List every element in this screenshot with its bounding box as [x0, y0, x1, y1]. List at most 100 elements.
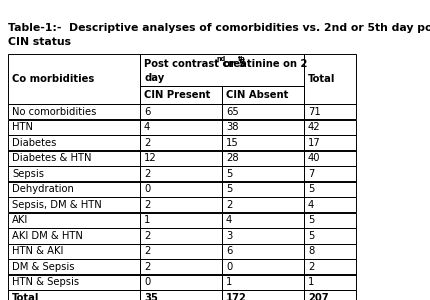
Text: 71: 71: [308, 107, 321, 117]
Text: 2: 2: [144, 200, 150, 210]
Bar: [8, 197, 140, 212]
Bar: [222, 104, 304, 119]
Text: CIN Absent: CIN Absent: [226, 90, 289, 100]
Text: Diabetes: Diabetes: [12, 138, 56, 148]
Text: Dehydration: Dehydration: [12, 184, 74, 194]
Text: 42: 42: [308, 122, 321, 132]
Text: Table-1:-  Descriptive analyses of comorbidities vs. 2nd or 5th day post contras: Table-1:- Descriptive analyses of comorb…: [8, 23, 430, 33]
Bar: [8, 104, 140, 119]
Bar: [304, 290, 356, 300]
Text: 5: 5: [308, 231, 314, 241]
Bar: [304, 166, 356, 182]
Text: Post contrast creatinine on 2: Post contrast creatinine on 2: [144, 59, 307, 69]
Text: 12: 12: [144, 153, 157, 163]
Text: 5: 5: [308, 215, 314, 225]
Text: 40: 40: [308, 153, 320, 163]
Bar: [304, 54, 356, 104]
Text: 6: 6: [144, 107, 150, 117]
Text: 2: 2: [144, 231, 150, 241]
Text: 5: 5: [226, 169, 232, 179]
Text: 6: 6: [226, 246, 232, 256]
Bar: [8, 259, 140, 274]
Text: Total: Total: [12, 293, 40, 300]
Bar: [140, 244, 222, 259]
Bar: [140, 182, 222, 197]
Text: 1: 1: [308, 277, 314, 287]
Text: 2: 2: [144, 138, 150, 148]
Bar: [140, 228, 222, 244]
Bar: [140, 119, 222, 135]
Bar: [140, 104, 222, 119]
Bar: [222, 228, 304, 244]
Text: Diabetes & HTN: Diabetes & HTN: [12, 153, 92, 163]
Text: 2: 2: [144, 262, 150, 272]
Text: 35: 35: [144, 293, 158, 300]
Bar: [8, 54, 140, 104]
Text: DM & Sepsis: DM & Sepsis: [12, 262, 74, 272]
Bar: [8, 212, 140, 228]
Bar: [8, 135, 140, 151]
Text: 65: 65: [226, 107, 239, 117]
Text: CIN Present: CIN Present: [144, 90, 210, 100]
Text: 2: 2: [144, 169, 150, 179]
Text: 4: 4: [308, 200, 314, 210]
Text: 1: 1: [226, 277, 232, 287]
Bar: [222, 274, 304, 290]
Text: 2: 2: [226, 200, 232, 210]
Text: AKI: AKI: [12, 215, 28, 225]
Bar: [304, 259, 356, 274]
Bar: [304, 151, 356, 166]
Text: day: day: [144, 73, 164, 83]
Text: HTN & AKI: HTN & AKI: [12, 246, 63, 256]
Bar: [222, 182, 304, 197]
Text: 17: 17: [308, 138, 321, 148]
Bar: [8, 182, 140, 197]
Bar: [222, 244, 304, 259]
Bar: [304, 197, 356, 212]
Text: 1: 1: [144, 215, 150, 225]
Text: CIN status: CIN status: [8, 37, 71, 47]
Text: 5: 5: [308, 184, 314, 194]
Text: Sepsis, DM & HTN: Sepsis, DM & HTN: [12, 200, 102, 210]
Bar: [222, 135, 304, 151]
Text: Total: Total: [308, 74, 335, 84]
Bar: [222, 166, 304, 182]
Bar: [304, 212, 356, 228]
Text: HTN & Sepsis: HTN & Sepsis: [12, 277, 79, 287]
Text: 7: 7: [308, 169, 314, 179]
Bar: [140, 290, 222, 300]
Bar: [304, 274, 356, 290]
Bar: [222, 119, 304, 135]
Bar: [304, 119, 356, 135]
Text: or 5: or 5: [220, 59, 246, 69]
Text: Sepsis: Sepsis: [12, 169, 44, 179]
Bar: [8, 274, 140, 290]
Text: 15: 15: [226, 138, 239, 148]
Text: nd: nd: [217, 56, 226, 62]
Bar: [304, 244, 356, 259]
Text: 28: 28: [226, 153, 239, 163]
Text: HTN: HTN: [12, 122, 33, 132]
Bar: [8, 119, 140, 135]
Bar: [8, 244, 140, 259]
Text: Co morbidities: Co morbidities: [12, 74, 94, 84]
Bar: [222, 86, 304, 104]
Bar: [304, 182, 356, 197]
Bar: [140, 274, 222, 290]
Bar: [222, 212, 304, 228]
Bar: [222, 197, 304, 212]
Bar: [8, 166, 140, 182]
Text: 2: 2: [308, 262, 314, 272]
Bar: [8, 290, 140, 300]
Bar: [304, 104, 356, 119]
Bar: [222, 151, 304, 166]
Text: 4: 4: [226, 215, 232, 225]
Text: 3: 3: [226, 231, 232, 241]
Text: 172: 172: [226, 293, 247, 300]
Text: No comorbidities: No comorbidities: [12, 107, 96, 117]
Bar: [8, 151, 140, 166]
Text: 0: 0: [144, 184, 150, 194]
Bar: [140, 86, 222, 104]
Text: 0: 0: [226, 262, 232, 272]
Text: th: th: [238, 56, 246, 62]
